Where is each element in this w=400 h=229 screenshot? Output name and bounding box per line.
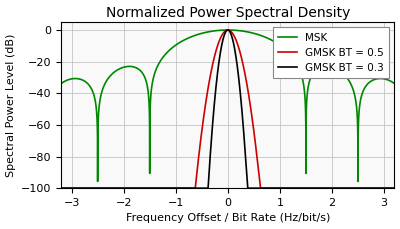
GMSK BT = 0.3 <box>59 187 64 190</box>
MSK <box>370 79 375 82</box>
GMSK BT = 0.5 <box>298 187 302 190</box>
GMSK BT = 0.3 <box>298 187 302 190</box>
Line: MSK: MSK <box>61 30 394 181</box>
GMSK BT = 0.5 <box>142 187 147 190</box>
MSK <box>273 41 278 44</box>
MSK <box>216 29 221 32</box>
GMSK BT = 0.5 <box>260 187 265 190</box>
MSK <box>356 180 360 183</box>
MSK <box>142 75 147 77</box>
GMSK BT = 0.5 <box>59 187 64 190</box>
GMSK BT = 0.3 <box>392 187 397 190</box>
Title: Normalized Power Spectral Density: Normalized Power Spectral Density <box>106 5 350 19</box>
GMSK BT = 0.5 <box>370 187 375 190</box>
MSK <box>59 82 64 85</box>
GMSK BT = 0.3 <box>142 187 147 190</box>
MSK <box>392 82 397 85</box>
GMSK BT = 0.5 <box>273 187 278 190</box>
Line: GMSK BT = 0.3: GMSK BT = 0.3 <box>61 30 394 188</box>
GMSK BT = 0.3 <box>260 187 265 190</box>
GMSK BT = 0.5 <box>216 41 221 44</box>
GMSK BT = 0.3 <box>273 187 278 190</box>
GMSK BT = 0.3 <box>370 187 375 190</box>
MSK <box>298 69 302 71</box>
MSK <box>260 35 265 38</box>
GMSK BT = 0.5 <box>226 29 230 31</box>
Line: GMSK BT = 0.5: GMSK BT = 0.5 <box>61 30 394 188</box>
GMSK BT = 0.3 <box>226 29 230 31</box>
Legend: MSK, GMSK BT = 0.5, GMSK BT = 0.3: MSK, GMSK BT = 0.5, GMSK BT = 0.3 <box>273 27 389 78</box>
MSK <box>226 29 230 31</box>
Y-axis label: Spectral Power Level (dB): Spectral Power Level (dB) <box>6 33 16 177</box>
GMSK BT = 0.3 <box>216 62 221 64</box>
X-axis label: Frequency Offset / Bit Rate (Hz/bit/s): Frequency Offset / Bit Rate (Hz/bit/s) <box>126 213 330 224</box>
GMSK BT = 0.5 <box>392 187 397 190</box>
